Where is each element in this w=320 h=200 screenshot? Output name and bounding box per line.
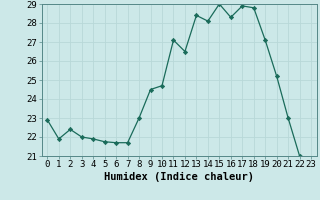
X-axis label: Humidex (Indice chaleur): Humidex (Indice chaleur) xyxy=(104,172,254,182)
